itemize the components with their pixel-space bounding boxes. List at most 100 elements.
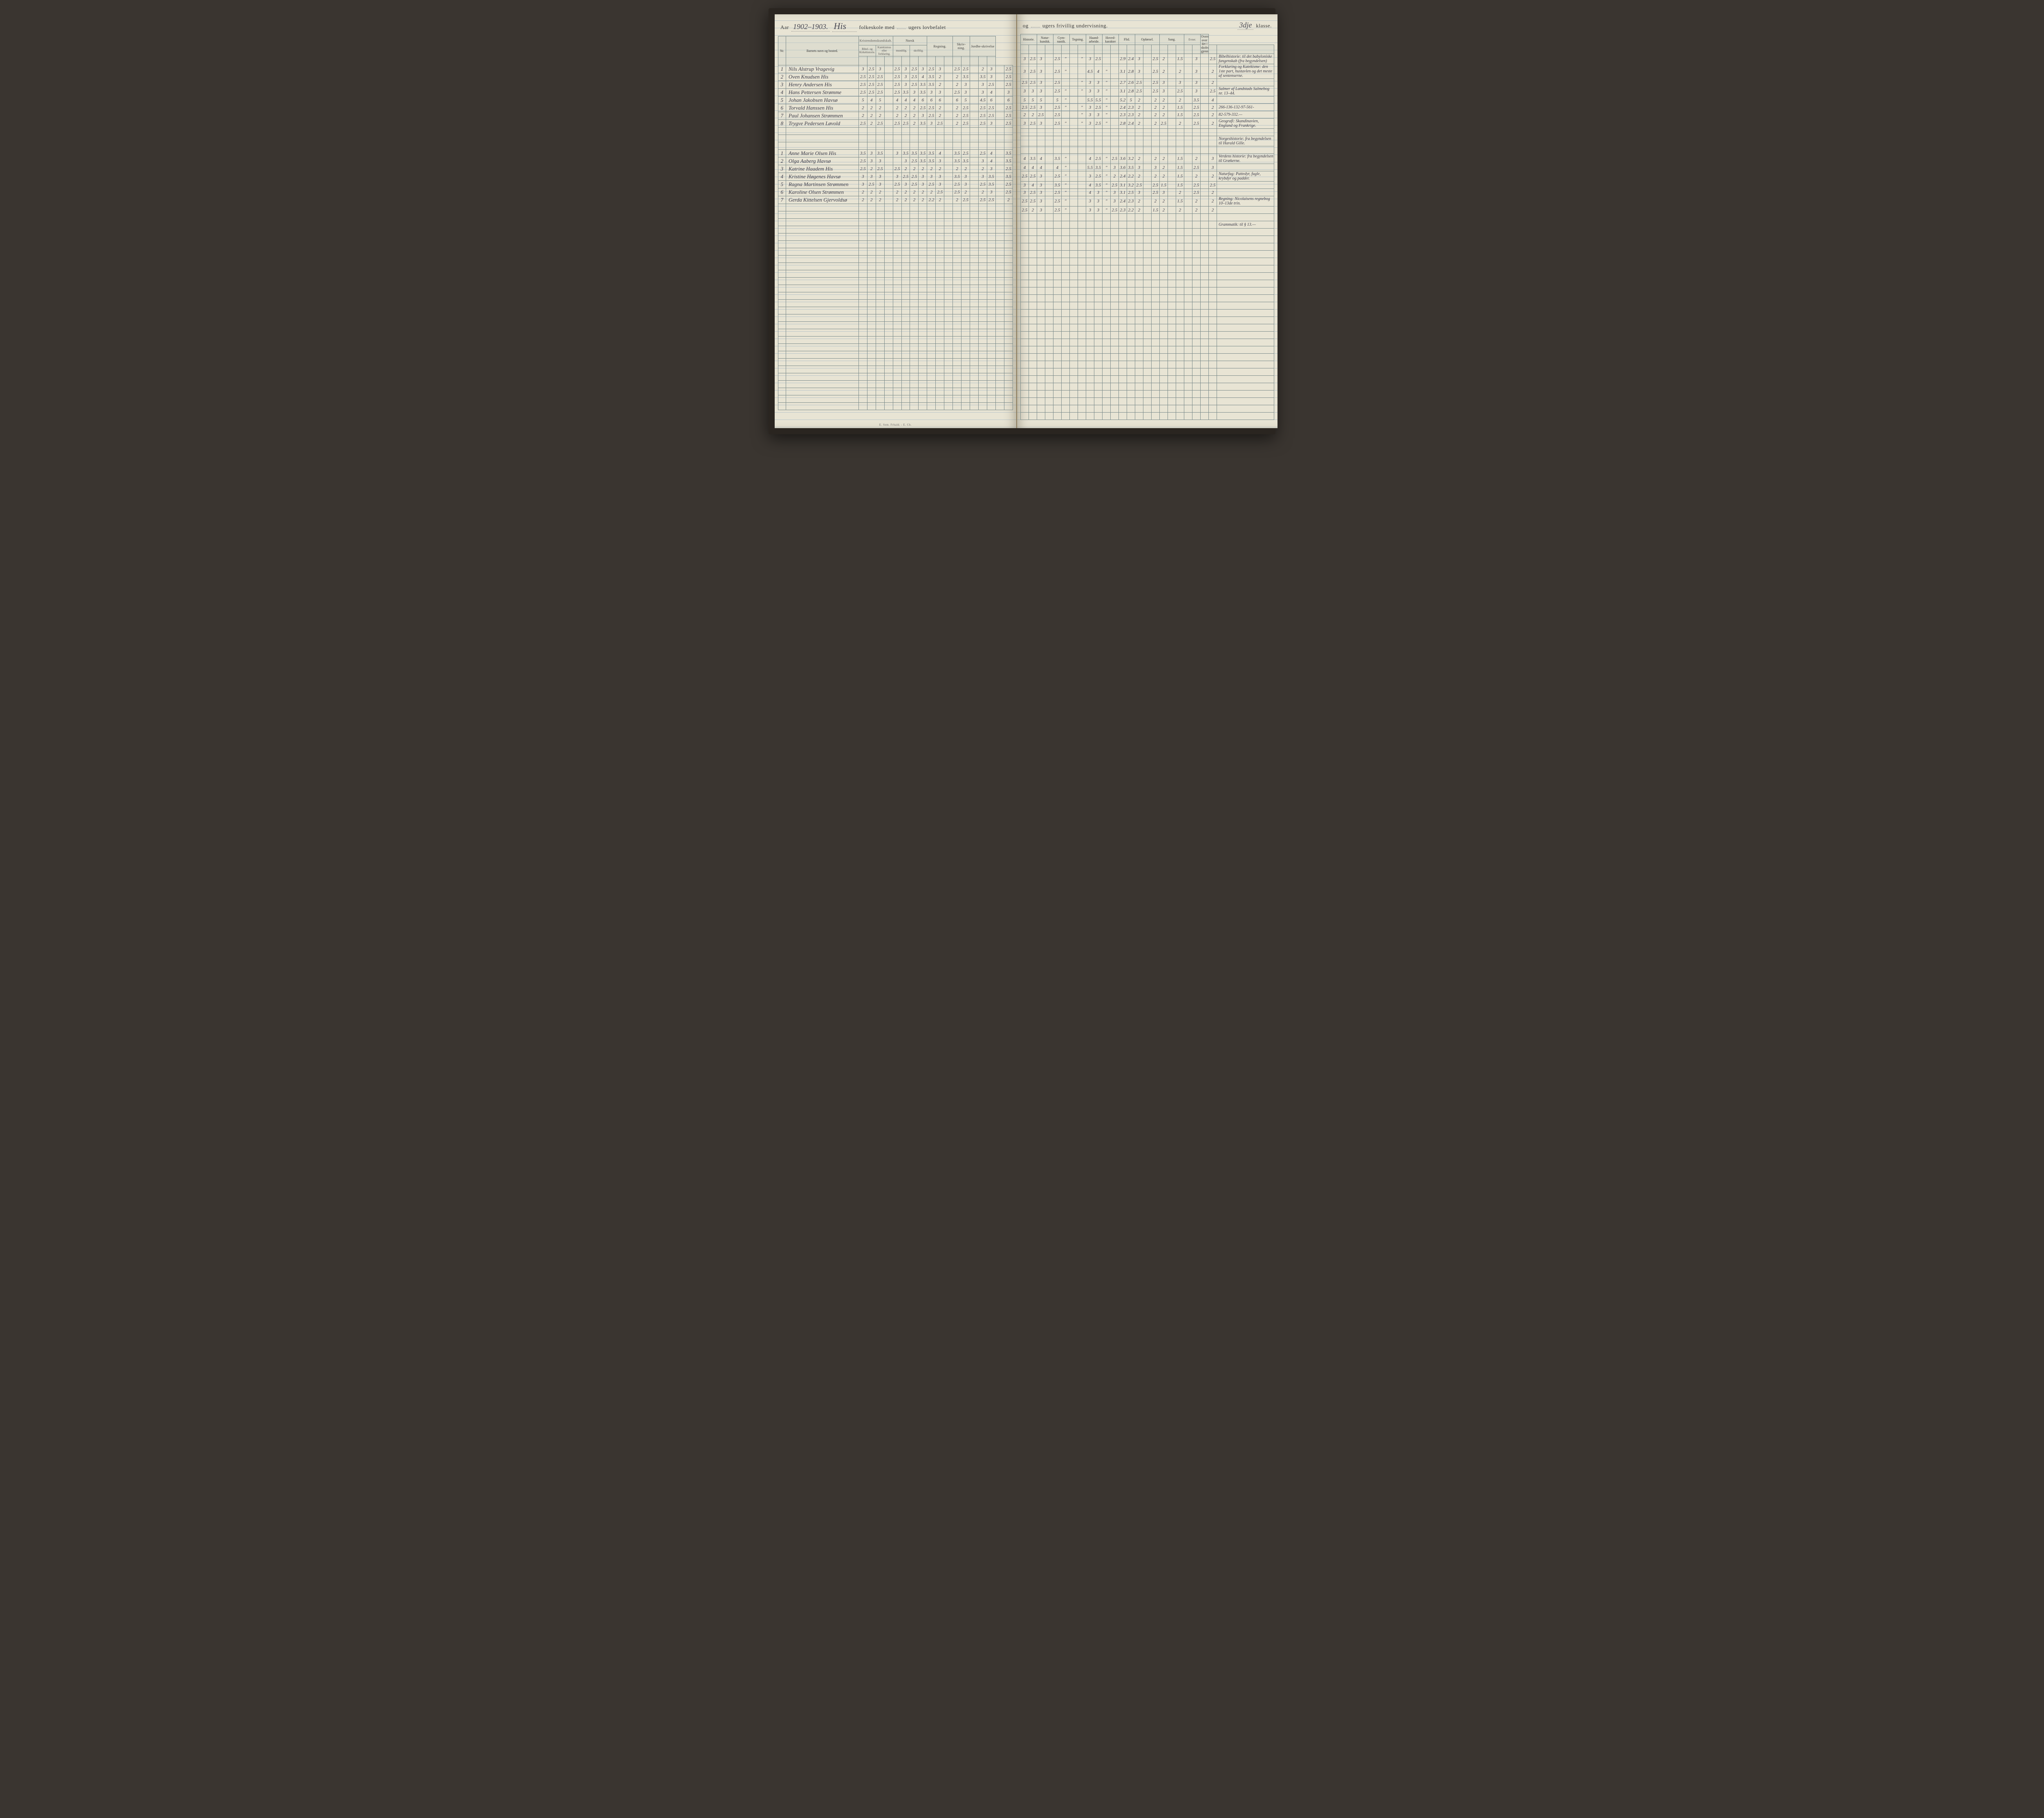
empty-row: Grammatik: til § 13.— bbox=[1020, 221, 1274, 229]
grade-cell: 2.5 bbox=[867, 81, 876, 89]
grade-cell bbox=[1168, 104, 1176, 111]
grade-cell bbox=[970, 181, 979, 189]
grade-cell bbox=[1200, 64, 1208, 79]
grade-cell: 2 bbox=[867, 165, 876, 173]
grade-cell bbox=[884, 65, 893, 73]
hdr-text3: ugers frivillig undervisning. bbox=[1042, 22, 1108, 29]
grade-cell bbox=[893, 157, 901, 165]
grade-cell: 2.5 bbox=[1192, 164, 1200, 171]
grade-cell: 2.5 bbox=[1053, 206, 1061, 214]
empty-row bbox=[1020, 346, 1274, 354]
grade-cell: 2.5 bbox=[1004, 165, 1013, 173]
grade-cell: 2 bbox=[961, 189, 970, 196]
grade-cell: " bbox=[1061, 104, 1069, 111]
grade-cell: 2.5 bbox=[979, 150, 987, 157]
grade-cell: 2 bbox=[1208, 79, 1217, 86]
table-row: 1Anne Marie Olsen His3.533.533.53.53.53.… bbox=[778, 150, 1013, 157]
grade-cell: 2.5 bbox=[987, 112, 995, 120]
grade-cell: 5 bbox=[961, 97, 970, 104]
grade-cell: 3.1 bbox=[1118, 189, 1127, 196]
grade-cell bbox=[1200, 206, 1208, 214]
grade-cell bbox=[1143, 79, 1151, 86]
grade-cell: 3 bbox=[1094, 196, 1102, 206]
grade-cell bbox=[1078, 182, 1086, 189]
grade-cell: 4 bbox=[1208, 97, 1217, 104]
empty-row bbox=[778, 263, 1013, 270]
table-row: 4444"5.53.5"33.63.53321.52.53 bbox=[1020, 164, 1274, 171]
grade-cell: 2 bbox=[979, 189, 987, 196]
th-regning: Regning. bbox=[927, 36, 953, 56]
grade-cell: 2.5 bbox=[1053, 86, 1061, 97]
grade-cell: 3.5 bbox=[953, 173, 961, 181]
grade-cell bbox=[1143, 111, 1151, 119]
grade-cell bbox=[1110, 97, 1118, 104]
grade-cell: 3 bbox=[987, 73, 995, 81]
grade-cell: " bbox=[1061, 64, 1069, 79]
grade-cell bbox=[1045, 64, 1053, 79]
grade-cell: 5.5 bbox=[1094, 97, 1102, 104]
grade-cell: 3 bbox=[1159, 86, 1168, 97]
grade-cell: 3 bbox=[1176, 79, 1184, 86]
grade-cell: 3 bbox=[1037, 86, 1045, 97]
left-grade-table: Nr. Barnets navn og bosted. Kristendomsk… bbox=[778, 36, 1013, 410]
grade-cell: 2.5 bbox=[927, 112, 936, 120]
empty-row bbox=[778, 256, 1013, 263]
grade-cell: 6 bbox=[936, 97, 944, 104]
empty-row bbox=[1020, 376, 1274, 383]
grade-cell: 2 bbox=[1151, 119, 1159, 129]
table-row: 1Nils Alstrup Vragevig32.532.532.532.532… bbox=[778, 65, 1013, 73]
table-row: 32.532.5""32.52.92.432.521.532.5Bibelhis… bbox=[1020, 54, 1274, 64]
note-cell: Geografi: Skandinavien, England og Frank… bbox=[1217, 119, 1274, 129]
grade-cell: 3.5 bbox=[919, 89, 927, 97]
grade-cell: 3 bbox=[961, 89, 970, 97]
grade-cell bbox=[1168, 64, 1176, 79]
table-row: 43.543.5"42.5"2.53.63.22221.523Verdens h… bbox=[1020, 154, 1274, 164]
grade-cell: 2 bbox=[1159, 206, 1168, 214]
grade-cell: 5 bbox=[1127, 97, 1135, 104]
grade-cell bbox=[995, 81, 1004, 89]
grade-cell: 2 bbox=[858, 196, 867, 204]
grade-cell: 3.5 bbox=[919, 150, 927, 157]
grade-cell: 2.5 bbox=[1110, 154, 1118, 164]
grade-cell: 3 bbox=[876, 173, 884, 181]
th-nr: Nr. bbox=[778, 36, 786, 65]
grade-cell: 2.5 bbox=[1029, 196, 1037, 206]
grade-cell: " bbox=[1078, 86, 1086, 97]
grade-cell: 2 bbox=[1151, 104, 1159, 111]
grade-cell: 3 bbox=[1110, 189, 1118, 196]
grade-cell: 2.5 bbox=[1135, 182, 1143, 189]
grade-cell: 2.5 bbox=[867, 181, 876, 189]
grade-cell: 3.5 bbox=[919, 120, 927, 128]
grade-cell bbox=[1078, 171, 1086, 182]
right-thead: Historie. Natur-kundsk. Gym-nastik. Tegn… bbox=[1020, 34, 1274, 54]
table-row: 32.532.5""32.5"2.82.4222.522.52Geografi:… bbox=[1020, 119, 1274, 129]
grade-cell: 2.5 bbox=[893, 73, 901, 81]
grade-cell: 2 bbox=[1192, 206, 1200, 214]
grade-cell: 2.5 bbox=[1151, 64, 1159, 79]
th-norsk: Norsk bbox=[893, 36, 927, 45]
grade-cell bbox=[995, 165, 1004, 173]
grade-cell: 2.5 bbox=[1110, 182, 1118, 189]
grade-cell: 2 bbox=[1208, 196, 1217, 206]
grade-cell: 2 bbox=[1208, 104, 1217, 111]
grade-cell bbox=[1200, 171, 1208, 182]
grade-cell bbox=[1200, 164, 1208, 171]
th-bibel: Bibel- og Kirkehistorie. bbox=[858, 45, 876, 56]
grade-cell: 2.5 bbox=[858, 73, 867, 81]
note-cell bbox=[1217, 361, 1274, 368]
empty-row bbox=[778, 233, 1013, 241]
grade-cell: 2 bbox=[1029, 111, 1037, 119]
grade-cell: 2 bbox=[936, 73, 944, 81]
grade-cell bbox=[884, 173, 893, 181]
grade-cell: 2.5 bbox=[927, 65, 936, 73]
grade-cell: " bbox=[1078, 79, 1086, 86]
grade-cell: 3 bbox=[927, 120, 936, 128]
grade-cell bbox=[1143, 182, 1151, 189]
grade-cell: 3 bbox=[1037, 54, 1045, 64]
grade-cell bbox=[1168, 86, 1176, 97]
grade-cell: 2.5 bbox=[893, 181, 901, 189]
grade-cell: 2.5 bbox=[1020, 196, 1029, 206]
note-cell bbox=[1217, 146, 1274, 154]
empty-row bbox=[778, 135, 1013, 142]
table-row: 2.52.532.5"33"32.42.32221.522Regning: Ni… bbox=[1020, 196, 1274, 206]
